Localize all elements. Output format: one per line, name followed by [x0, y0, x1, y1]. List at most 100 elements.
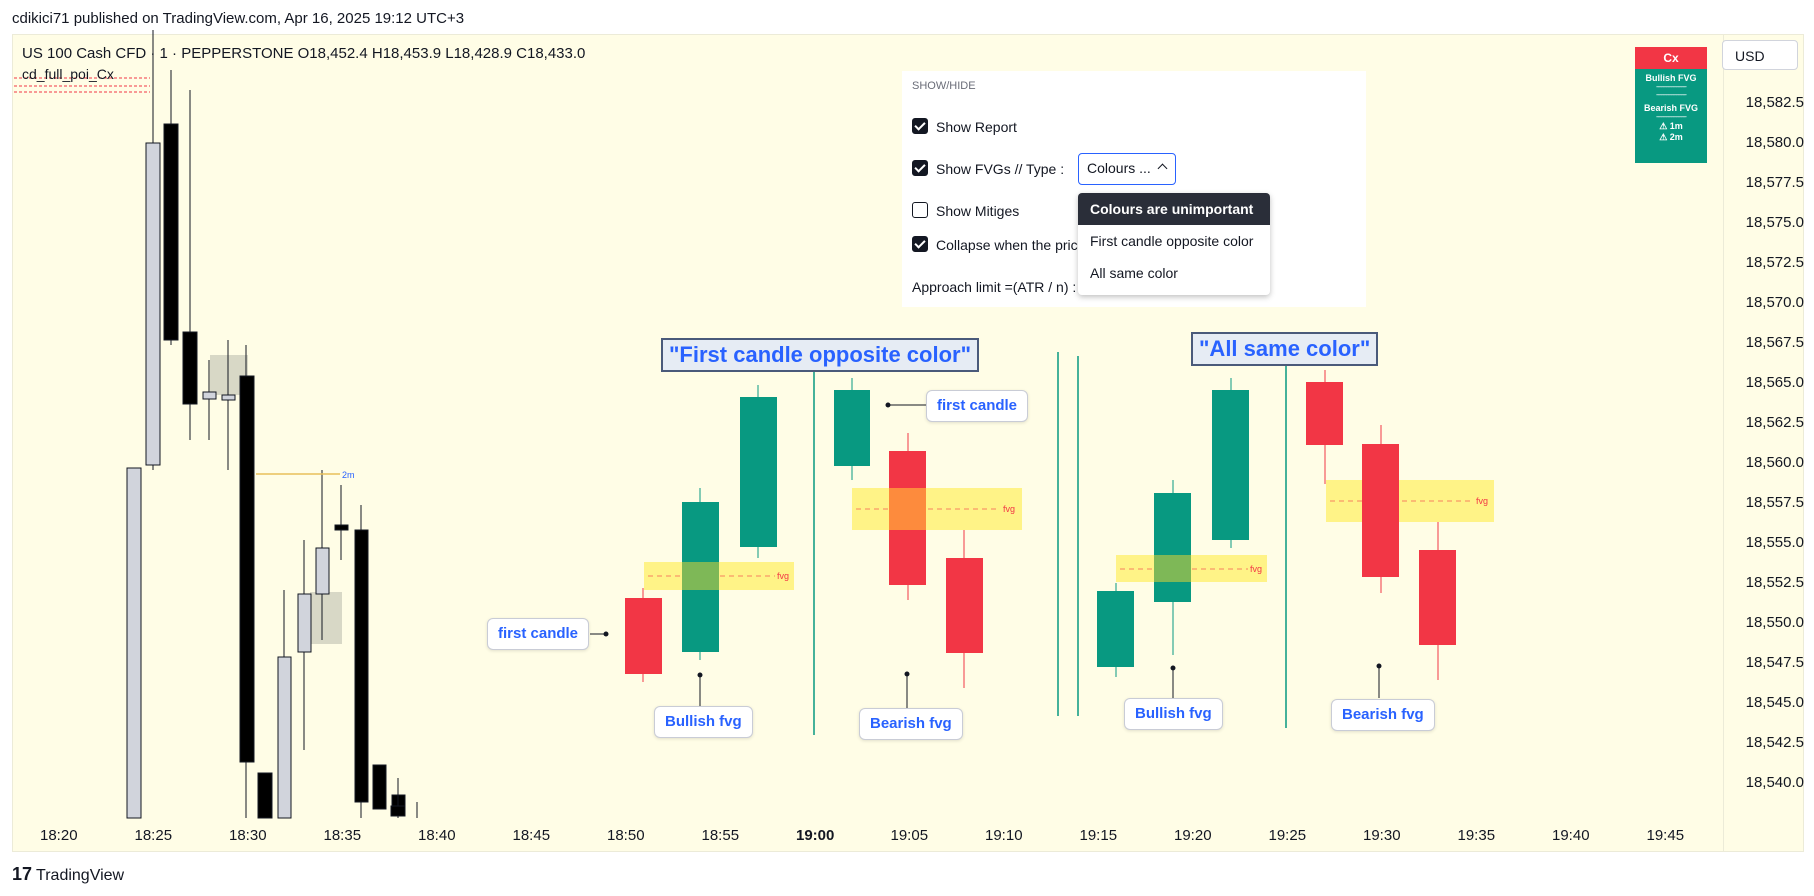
candle — [182, 331, 198, 405]
fvg-tag: fvg — [1003, 504, 1015, 514]
report-bearish: Bearish FVG — [1643, 103, 1699, 113]
show-mitiges-label: Show Mitiges — [936, 203, 1020, 219]
time-tick-label: 18:25 — [134, 827, 173, 844]
time-tick-label: 18:45 — [512, 827, 551, 844]
symbol-info[interactable]: US 100 Cash CFD · 1 · PEPPERSTONE O18,45… — [22, 45, 586, 62]
candle — [163, 123, 179, 341]
candle — [372, 764, 387, 810]
callout-first-candle: first candle — [487, 618, 590, 650]
fvg-type-select[interactable]: Colours ... — [1078, 153, 1176, 185]
show-fvgs-checkbox[interactable] — [912, 160, 928, 177]
collapse-checkbox[interactable] — [912, 236, 928, 253]
time-tick-label: 19:15 — [1079, 827, 1118, 844]
option-colours-unimportant[interactable]: Colours are unimportant — [1078, 193, 1270, 225]
price-tick-label: 18,560.0 — [1745, 454, 1804, 471]
report-divider: ------------------ — [1656, 112, 1687, 121]
settings-section-title: SHOW/HIDE — [912, 80, 976, 92]
currency-button[interactable]: USD — [1722, 40, 1798, 70]
candle — [834, 390, 870, 466]
show-fvgs-row[interactable]: Show FVGs // Type : — [912, 159, 1064, 179]
candle — [126, 467, 142, 819]
chevron-up-icon — [1157, 163, 1168, 174]
price-tick-label: 18,555.0 — [1745, 534, 1804, 551]
candle — [221, 394, 236, 401]
price-tick-label: 18,570.0 — [1745, 294, 1804, 311]
report-bullish: Bullish FVG — [1645, 73, 1697, 83]
report-timeframe-1: ⚠ 1m — [1659, 121, 1683, 131]
fvg-tag: fvg — [777, 571, 789, 581]
candle — [297, 593, 312, 653]
fvg-tag: fvg — [1476, 496, 1488, 506]
time-tick-label: 19:40 — [1552, 827, 1590, 844]
price-tick-label: 18,580.0 — [1745, 134, 1804, 151]
option-all-same-color[interactable]: All same color — [1090, 265, 1178, 281]
show-mitiges-row[interactable]: Show Mitiges — [912, 201, 1019, 221]
candle — [1212, 390, 1249, 540]
example-opposite-color: fvg fvg — [625, 352, 1079, 735]
collapse-label: Collapse when the pric — [936, 237, 1078, 253]
candle — [315, 547, 330, 595]
fvg-overlap — [889, 488, 926, 530]
price-tick-label: 18,567.5 — [1745, 334, 1804, 351]
indicator-marker-lines — [14, 77, 150, 93]
callout-first-candle: first candle — [926, 390, 1029, 422]
tradingview-logo[interactable]: 17 TradingView — [12, 864, 124, 885]
candle — [1362, 444, 1399, 577]
fvg-type-value: Colours ... — [1087, 160, 1151, 176]
candle — [145, 142, 161, 466]
fvg-overlap — [682, 562, 719, 590]
show-report-checkbox[interactable] — [912, 118, 928, 135]
fvg-type-dropdown: Colours are unimportant First candle opp… — [1078, 193, 1270, 295]
show-report-label: Show Report — [936, 119, 1017, 135]
callout-connectors — [590, 402, 1382, 708]
price-tick-label: 18,557.5 — [1745, 494, 1804, 511]
time-tick-label: 18:30 — [229, 827, 267, 844]
report-timeframe-2: ⚠ 2m — [1659, 132, 1683, 142]
price-tick-label: 18,582.5 — [1745, 94, 1804, 111]
report-widget: Cx Bullish FVG ------------------ ------… — [1635, 47, 1707, 163]
heading-same-color: "All same color" — [1191, 332, 1379, 366]
show-report-row[interactable]: Show Report — [912, 117, 1017, 137]
time-tick-label: 19:30 — [1363, 827, 1401, 844]
time-tick-label: 19:35 — [1457, 827, 1496, 844]
show-mitiges-checkbox[interactable] — [912, 202, 928, 219]
candle — [625, 598, 662, 674]
price-tick-label: 18,577.5 — [1745, 174, 1804, 191]
candle — [1419, 550, 1456, 645]
time-tick-label: 19:45 — [1646, 827, 1685, 844]
approach-limit-label: Approach limit =(ATR / n) : — [912, 279, 1077, 295]
option-first-candle-opposite[interactable]: First candle opposite color — [1090, 233, 1254, 249]
time-tick-label: 19:10 — [985, 827, 1023, 844]
candle — [334, 524, 349, 531]
candle — [277, 656, 292, 819]
fvg-zone-grey — [310, 592, 342, 644]
price-tick-label: 18,562.5 — [1745, 414, 1804, 431]
two-m-tag: 2m — [342, 470, 355, 480]
candle — [390, 805, 406, 817]
collapse-row[interactable]: Collapse when the pric — [912, 235, 1078, 255]
candle — [354, 529, 369, 803]
time-tick-label: 18:20 — [40, 827, 78, 844]
candle — [239, 375, 255, 763]
time-tick-label: 19:20 — [1174, 827, 1212, 844]
price-tick-label: 18,540.0 — [1745, 774, 1804, 791]
candle — [1097, 591, 1134, 667]
tradingview-logo-icon: 17 — [12, 864, 33, 884]
candle — [1306, 382, 1343, 445]
callout-bullish-fvg: Bullish fvg — [1124, 698, 1223, 730]
example-same-color: fvg fvg — [1097, 366, 1494, 728]
left-candles: 2m — [126, 30, 418, 819]
heading-opposite-color: "First candle opposite color" — [661, 338, 980, 372]
indicator-name[interactable]: cd_full_poi_Cx — [22, 66, 114, 82]
candle — [1154, 493, 1191, 602]
price-axis[interactable] — [1724, 34, 1804, 852]
time-tick-label: 18:40 — [418, 827, 456, 844]
fvg-tag: fvg — [1250, 564, 1262, 574]
report-divider: ------------------ — [1656, 82, 1687, 91]
report-divider: ------------------ — [1656, 90, 1687, 99]
candle — [257, 772, 273, 819]
price-tick-label: 18,572.5 — [1745, 254, 1804, 271]
price-tick-label: 18,542.5 — [1745, 734, 1804, 751]
price-tick-label: 18,547.5 — [1745, 654, 1804, 671]
